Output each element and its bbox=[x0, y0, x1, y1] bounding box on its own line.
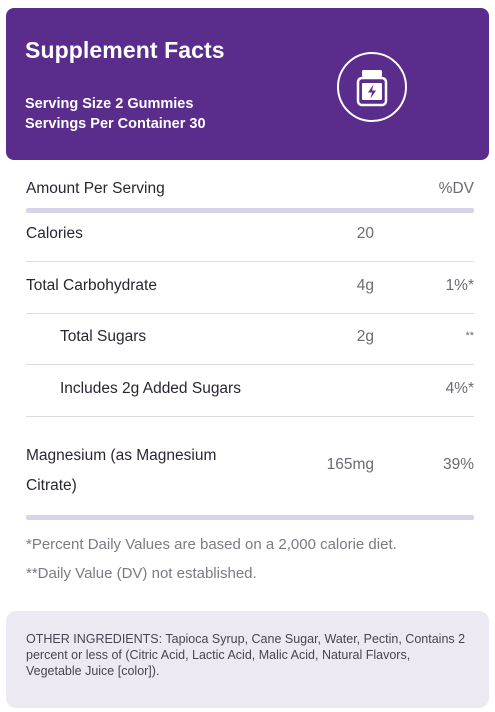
dv-column-label: %DV bbox=[438, 180, 474, 197]
percent-dv-note: *Percent Daily Values are based on a 2,0… bbox=[26, 536, 397, 553]
nutrient-label: Magnesium (as Magnesium Citrate) bbox=[26, 441, 216, 501]
nutrient-amount: 2g bbox=[356, 328, 374, 345]
nutrient-label: Includes 2g Added Sugars bbox=[60, 380, 241, 397]
serving-size: Serving Size 2 Gummies bbox=[25, 96, 194, 112]
nutrient-dv: 39% bbox=[442, 456, 474, 473]
servings-per-container: Servings Per Container 30 bbox=[25, 116, 206, 132]
nutrient-amount: 165mg bbox=[326, 456, 374, 473]
amount-per-serving-label: Amount Per Serving bbox=[26, 180, 165, 197]
supplement-facts-header: Supplement Facts Serving Size 2 Gummies … bbox=[6, 8, 489, 160]
row-divider bbox=[26, 313, 474, 314]
nutrient-label: Total Carbohydrate bbox=[26, 277, 157, 294]
other-ingredients-box: OTHER INGREDIENTS: Tapioca Syrup, Cane S… bbox=[6, 611, 489, 708]
table-header-row: Amount Per Serving %DV bbox=[26, 180, 474, 204]
serving-info: Serving Size 2 Gummies Servings Per Cont… bbox=[25, 94, 206, 134]
nutrient-label-line2: Citrate) bbox=[26, 477, 77, 494]
supplement-jar-icon bbox=[337, 52, 407, 122]
page-title: Supplement Facts bbox=[25, 37, 225, 63]
nutrient-amount: 20 bbox=[356, 225, 374, 242]
nutrient-dv: 4%* bbox=[445, 380, 474, 397]
other-ingredients-text: OTHER INGREDIENTS: Tapioca Syrup, Cane S… bbox=[26, 632, 466, 678]
footer-divider bbox=[26, 515, 474, 520]
nutrient-amount: 4g bbox=[356, 277, 374, 294]
nutrient-label: Total Sugars bbox=[60, 328, 147, 345]
row-divider bbox=[26, 364, 474, 365]
row-divider bbox=[26, 261, 474, 262]
header-divider bbox=[26, 208, 474, 213]
nutrient-label: Calories bbox=[26, 225, 83, 242]
table-row: Magnesium (as Magnesium Citrate) 165mg 3… bbox=[26, 441, 474, 494]
nutrient-dv: ** bbox=[465, 330, 474, 342]
nutrient-dv: 1%* bbox=[445, 277, 474, 294]
row-divider bbox=[26, 416, 474, 417]
nutrient-label-line1: Magnesium (as Magnesium bbox=[26, 447, 217, 464]
dv-not-established-note: **Daily Value (DV) not established. bbox=[26, 565, 257, 582]
